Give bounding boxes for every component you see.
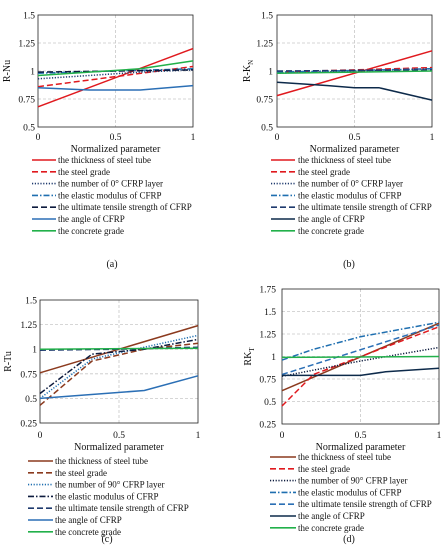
series-line xyxy=(37,84,194,91)
legend-label: the elastic modulus of CFRP xyxy=(298,487,402,497)
legend-label: the thickness of steel tube xyxy=(58,155,151,165)
y-tick-label: 1.25 xyxy=(259,331,276,341)
y-axis-label: R-KN xyxy=(242,60,255,82)
legend-label: the concrete grade xyxy=(298,523,364,533)
x-tick-label: 0.5 xyxy=(349,133,361,143)
legend-label: the concrete grade xyxy=(55,527,121,537)
series-line xyxy=(282,367,440,377)
legend-label: the elastic modulus of CFRP xyxy=(298,190,402,200)
plot-frame xyxy=(37,14,194,128)
y-tick-label: 0.5 xyxy=(25,395,37,405)
x-tick-label: 0 xyxy=(275,133,280,143)
x-axis-label: Normalized parameter xyxy=(310,144,400,155)
y-tick-label: 0.5 xyxy=(264,398,276,408)
series-line xyxy=(276,81,433,101)
legend-label: the angle of CFRP xyxy=(298,511,365,521)
legend-label: the steel grade xyxy=(55,468,107,478)
legend-label: the steel grade xyxy=(58,167,110,177)
panel-caption: (b) xyxy=(343,259,355,270)
legend-label: the angle of CFRP xyxy=(55,515,122,525)
legend-label: the elastic modulus of CFRP xyxy=(58,190,162,200)
legend-label: the angle of CFRP xyxy=(58,214,125,224)
y-tick-label: 0.25 xyxy=(20,420,37,430)
y-tick-label: 1 xyxy=(30,68,35,78)
y-axis-label: RKT xyxy=(243,347,256,366)
panel-caption: (a) xyxy=(106,259,117,270)
legend-label: the number of 0° CFRP layer xyxy=(298,179,403,189)
legend-label: the ultimate tensile strength of CFRP xyxy=(58,202,192,212)
legend-label: the angle of CFRP xyxy=(298,214,365,224)
y-tick-label: 1 xyxy=(32,346,37,356)
series-line xyxy=(281,321,440,361)
y-tick-label: 1.5 xyxy=(264,308,276,318)
y-tick-label: 1.5 xyxy=(23,12,35,22)
legend-label: the number of 90° CFRP layer xyxy=(55,480,165,490)
legend-label: the ultimate tensile strength of CFRP xyxy=(298,202,432,212)
x-tick-label: 1 xyxy=(437,431,442,441)
y-axis-label: R-Nu xyxy=(2,60,13,82)
legend-label: the thickness of steel tube xyxy=(298,155,391,165)
y-tick-label: 1 xyxy=(271,353,276,363)
x-tick-label: 0 xyxy=(36,133,41,143)
y-tick-label: 0.75 xyxy=(18,96,35,106)
series-line xyxy=(39,334,199,399)
legend-label: the elastic modulus of CFRP xyxy=(55,491,159,501)
panel-caption: (c) xyxy=(101,534,112,545)
y-tick-label: 1 xyxy=(268,68,273,78)
x-axis-label: Normalized parameter xyxy=(74,442,164,453)
y-tick-label: 1.25 xyxy=(18,40,35,50)
x-tick-label: 0.5 xyxy=(113,431,125,441)
series-line xyxy=(39,375,199,400)
x-axis-label: Normalized parameter xyxy=(71,144,161,155)
y-tick-label: 1.25 xyxy=(256,40,273,50)
legend-label: the concrete grade xyxy=(298,226,364,236)
series-line xyxy=(37,60,194,77)
x-tick-label: 0.5 xyxy=(355,431,367,441)
series-line xyxy=(276,70,433,74)
x-tick-label: 0 xyxy=(280,431,285,441)
legend-label: the number of 0° CFRP layer xyxy=(58,179,163,189)
x-tick-label: 1 xyxy=(196,431,201,441)
series-line xyxy=(39,347,199,350)
series-line xyxy=(281,355,440,359)
legend-label: the thickness of steel tube xyxy=(55,456,148,466)
x-tick-label: 1 xyxy=(430,133,435,143)
series-line xyxy=(39,342,199,406)
plot-frame xyxy=(39,299,199,424)
y-axis-label: R-Tu xyxy=(3,351,14,372)
panel-caption: (d) xyxy=(343,534,355,545)
y-axis-label-subscript: T xyxy=(248,347,256,352)
y-tick-label: 0.75 xyxy=(256,96,273,106)
y-tick-label: 1.25 xyxy=(20,321,37,331)
series-line xyxy=(276,50,433,97)
legend-label: the steel grade xyxy=(298,464,350,474)
y-tick-label: 1.75 xyxy=(259,286,276,296)
series-line xyxy=(281,324,440,376)
y-tick-label: 0.5 xyxy=(261,124,273,134)
legend-label: the thickness of steel tube xyxy=(298,452,391,462)
legend-label: the number of 90° CFRP layer xyxy=(298,476,408,486)
y-axis-label-subscript: N xyxy=(247,60,255,65)
series-line xyxy=(37,47,194,108)
legend-label: the steel grade xyxy=(298,167,350,177)
x-tick-label: 0 xyxy=(38,431,43,441)
x-tick-label: 0.5 xyxy=(110,133,122,143)
series-line xyxy=(276,69,433,72)
y-tick-label: 1.5 xyxy=(261,12,273,22)
y-tick-label: 0.5 xyxy=(23,124,35,134)
y-tick-label: 0.75 xyxy=(259,376,276,386)
legend-label: the ultimate tensile strength of CFRP xyxy=(298,499,432,509)
y-tick-label: 1.5 xyxy=(25,297,37,307)
legend-label: the ultimate tensile strength of CFRP xyxy=(55,503,189,513)
y-tick-label: 0.75 xyxy=(20,370,37,380)
series-line xyxy=(281,326,440,407)
x-axis-label: Normalized parameter xyxy=(316,442,406,453)
y-tick-label: 0.25 xyxy=(259,421,276,431)
x-tick-label: 1 xyxy=(191,133,196,143)
legend-label: the concrete grade xyxy=(58,226,124,236)
